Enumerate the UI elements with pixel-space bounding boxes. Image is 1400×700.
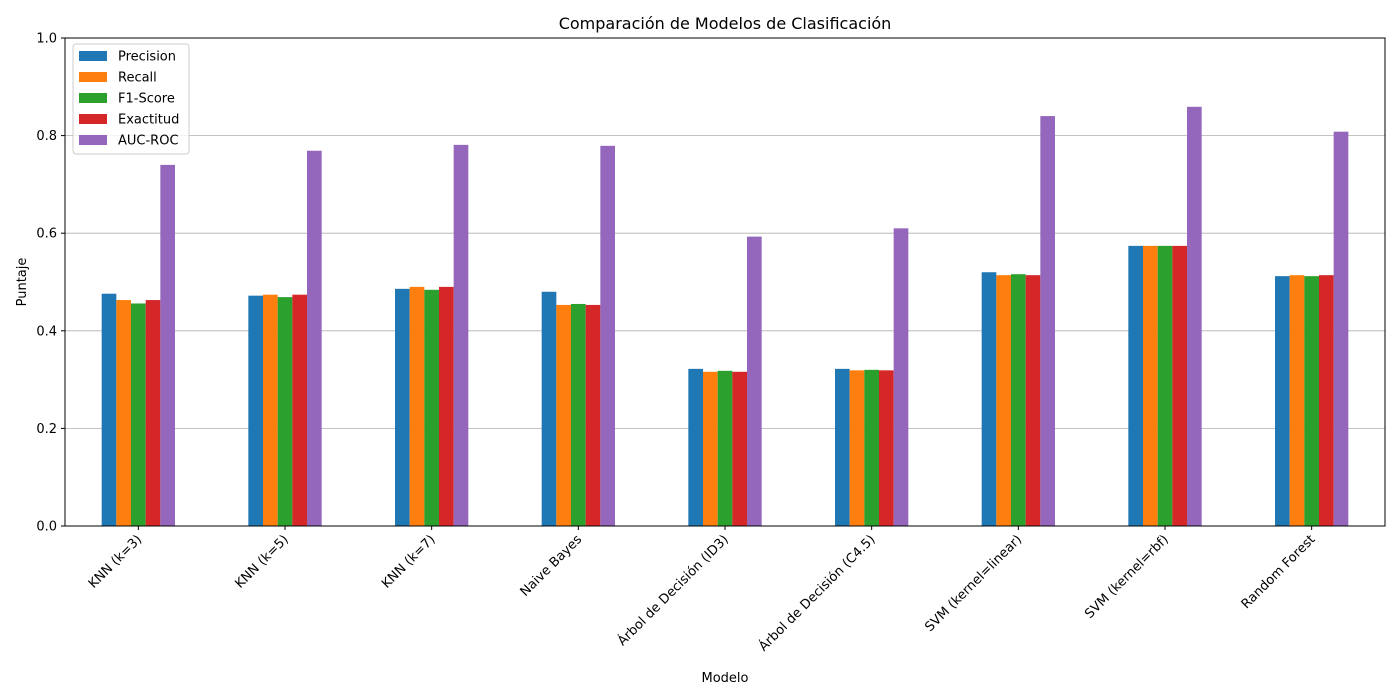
bar-f1-score-1 xyxy=(277,297,293,526)
legend-label: Recall xyxy=(118,71,157,86)
legend-label: Precision xyxy=(118,50,176,65)
bar-precision-5 xyxy=(835,368,850,526)
x-axis: KNN (k=3) KNN (k=5) KNN (k=7) Naive Bayes Ár… xyxy=(86,526,1319,655)
bar-precision-7 xyxy=(1128,245,1143,526)
bar-recall-7 xyxy=(1143,245,1158,526)
bar-recall-8 xyxy=(1289,275,1305,526)
legend-label: F1-Score xyxy=(118,92,175,107)
legend-swatch xyxy=(79,72,107,82)
legend-box xyxy=(72,43,190,155)
bar-exactitud-3 xyxy=(585,304,601,526)
bar-auc-roc-7 xyxy=(1187,106,1202,527)
y-tick-label: 0.8 xyxy=(36,129,57,144)
y-tick-label: 0.4 xyxy=(36,324,57,339)
bar-recall-6 xyxy=(996,275,1011,526)
bar-f1-score-8 xyxy=(1304,276,1319,526)
bar-f1-score-3 xyxy=(571,303,586,526)
x-tick-label: KNN (k=5) xyxy=(232,532,291,591)
x-tick-label: KNN (k=3) xyxy=(86,532,145,591)
bar-auc-roc-0 xyxy=(160,164,175,526)
legend: Precision Recall F1-Score Exactitud AUC-ROC xyxy=(72,43,190,155)
bar-auc-roc-6 xyxy=(1040,116,1055,526)
bar-recall-1 xyxy=(263,294,278,526)
y-tick-label: 0.6 xyxy=(36,227,57,242)
bar-f1-score-4 xyxy=(717,370,733,526)
bar-exactitud-1 xyxy=(292,294,307,526)
bar-exactitud-8 xyxy=(1319,275,1334,526)
bar-recall-3 xyxy=(556,304,571,526)
bar-auc-roc-4 xyxy=(747,236,762,526)
x-tick-label: Random Forest xyxy=(1239,532,1319,612)
bar-precision-0 xyxy=(101,293,117,526)
x-tick-label: Árbol de Decisión (ID3) xyxy=(614,532,732,650)
x-tick-label: SVM (kernel=rbf) xyxy=(1082,532,1172,622)
bar-f1-score-2 xyxy=(424,289,439,526)
bar-auc-roc-8 xyxy=(1333,131,1349,527)
y-tick-label: 1.0 xyxy=(36,32,57,47)
x-tick-label: Árbol de Decisión (C4.5) xyxy=(755,532,878,655)
bar-recall-4 xyxy=(703,371,718,526)
bar-exactitud-2 xyxy=(439,286,454,526)
bar-precision-4 xyxy=(688,368,703,526)
bar-f1-score-0 xyxy=(131,303,146,526)
bar-exactitud-6 xyxy=(1025,275,1041,526)
legend-swatch xyxy=(79,93,107,103)
bar-recall-5 xyxy=(849,370,865,526)
legend-swatch xyxy=(79,51,107,61)
y-axis: 0.0 0.2 0.4 0.6 0.8 1.0 xyxy=(36,32,65,535)
bar-f1-score-5 xyxy=(864,369,879,526)
bar-recall-0 xyxy=(116,300,131,526)
bar-exactitud-7 xyxy=(1172,245,1187,526)
legend-swatch xyxy=(79,135,107,145)
x-tick-label: SVM (kernel=linear) xyxy=(922,532,1025,635)
bar-precision-6 xyxy=(981,272,997,526)
legend-swatch xyxy=(79,114,107,124)
bar-auc-roc-3 xyxy=(600,145,615,526)
bar-precision-2 xyxy=(395,288,410,526)
bar-precision-8 xyxy=(1275,276,1290,526)
bar-exactitud-4 xyxy=(732,371,747,526)
bar-auc-roc-2 xyxy=(453,144,469,526)
bars xyxy=(101,106,1349,527)
x-tick-label: KNN (k=7) xyxy=(379,532,438,591)
legend-label: Exactitud xyxy=(118,113,179,128)
bar-precision-3 xyxy=(541,291,557,526)
bar-auc-roc-1 xyxy=(307,150,322,526)
bar-auc-roc-5 xyxy=(893,228,909,526)
bar-exactitud-0 xyxy=(145,300,161,526)
bar-exactitud-5 xyxy=(879,370,894,526)
y-tick-label: 0.0 xyxy=(36,520,57,535)
bar-f1-score-7 xyxy=(1157,245,1173,526)
y-axis-label: Puntaje xyxy=(15,258,30,307)
legend-label: AUC-ROC xyxy=(118,134,179,149)
bar-f1-score-6 xyxy=(1011,274,1026,526)
bar-recall-2 xyxy=(409,286,425,526)
x-axis-label: Modelo xyxy=(702,671,749,686)
y-tick-label: 0.2 xyxy=(36,422,57,437)
x-tick-label: Naive Bayes xyxy=(518,532,586,600)
bar-precision-1 xyxy=(248,295,263,526)
chart-title: Comparación de Modelos de Clasificación xyxy=(559,14,892,33)
